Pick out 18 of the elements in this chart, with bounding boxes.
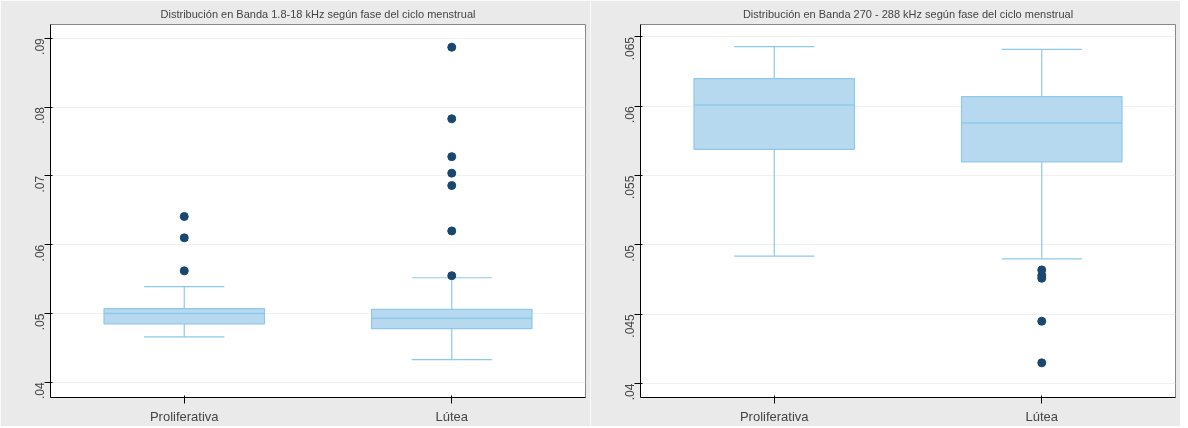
x-tick-label: Proliferativa: [149, 408, 220, 424]
x-tick-label: Proliferativa: [739, 408, 810, 424]
y-tick-label: .05: [623, 244, 637, 262]
y-tick-label: .06: [33, 244, 47, 262]
y-tick-label: .045: [623, 313, 637, 338]
y-tick-label: .09: [33, 37, 47, 55]
x-tick-label: Lútea: [1025, 408, 1059, 424]
chart-title: Distribución en Banda 270 - 288 kHz según fase del ciclo menstrual: [742, 7, 1074, 20]
x-tick-label: Lútea: [435, 408, 469, 424]
y-tick-label: .055: [623, 175, 637, 199]
y-tick-label: .07: [33, 175, 47, 193]
y-tick-label: .04: [33, 382, 47, 400]
y-tick-label: .08: [33, 106, 47, 124]
chart-title: Distribución en Banda 1.8-18 kHz según fase del ciclo menstrual: [160, 7, 476, 20]
y-tick-label: .06: [623, 105, 637, 123]
y-tick-label: .05: [33, 313, 47, 331]
y-tick-label: .065: [623, 36, 637, 61]
y-tick-label: .04: [623, 383, 637, 401]
